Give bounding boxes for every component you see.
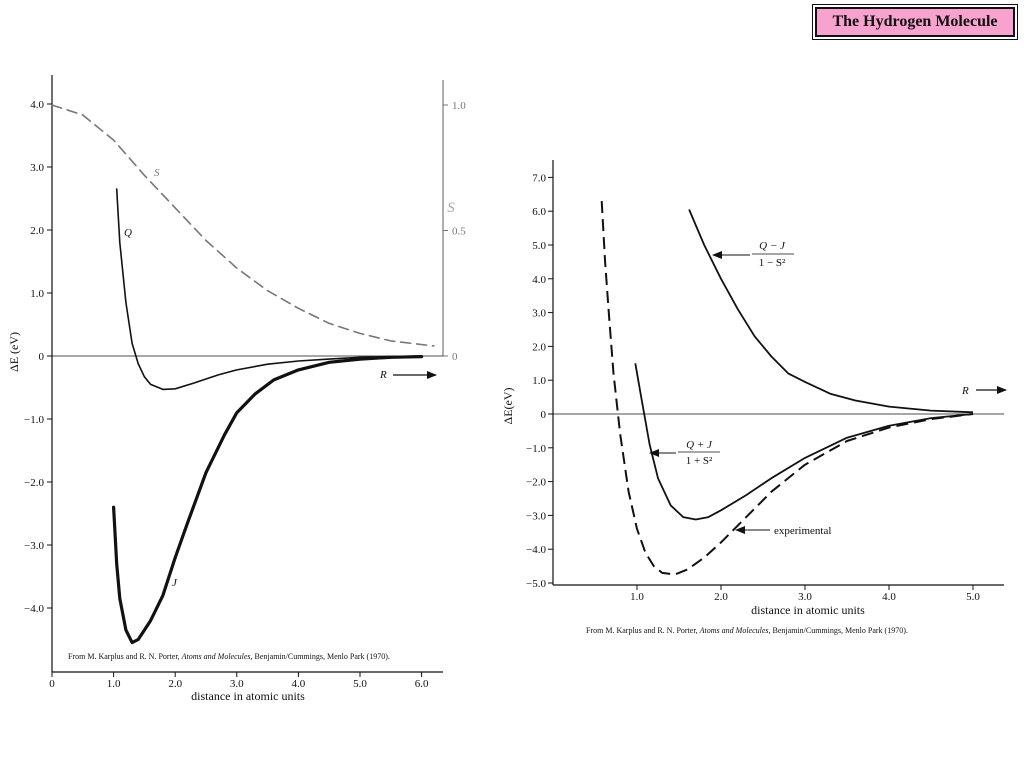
right-x-tick-label: 2.0 [714,591,728,603]
right-y-tick-label: −4.0 [526,544,546,556]
right-y-tick-label: 1.0 [532,375,546,387]
right-y-tick-label: 7.0 [532,172,546,184]
left-series-line-0 [51,104,435,347]
right-citation: From M. Karplus and R. N. Porter, Atoms … [586,626,908,635]
right-axes [552,160,1004,586]
left-y-tick-label: 4.0 [30,99,44,111]
right-y-tick-label: 4.0 [532,274,546,286]
left-xlabel: distance in atomic units [191,689,305,703]
left-chart: 4.0 3.0 2.0 1.0 0 −1.0 −2.0 −3.0 −4.0 0 1.0 2.0 3.0 4… [7,75,466,703]
right-ylabel: ΔE(eV) [501,387,515,424]
right-citation-suffix: , Benjamin/Cummings, Menlo Park (1970). [769,626,908,635]
right-y-tick-label: −2.0 [526,477,546,489]
right-r-label: R [961,385,969,397]
left-y-tick-label: −1.0 [24,414,44,426]
left-y2-tick-label: 0 [452,351,458,363]
left-series-label-j: J [172,577,178,589]
left-ticks: 4.0 3.0 2.0 1.0 0 −1.0 −2.0 −3.0 −4.0 0 1.0 2.0 3.0 4… [24,99,466,690]
left-x-tick-label: 2.0 [168,678,182,690]
left-y-tick-label: 3.0 [30,162,44,174]
left-x-tick-label: 3.0 [230,678,244,690]
left-y-tick-label: 1.0 [30,288,44,300]
right-y-tick-label: 3.0 [532,308,546,320]
left-y2label: S [447,200,455,216]
right-chart: 7.0 6.0 5.0 4.0 3.0 2.0 1.0 0 −1.0 −2.0 −3.0 −4.0 −5… [501,160,1007,635]
right-y-tick-label: −1.0 [526,443,546,455]
left-y-tick-label: −3.0 [24,540,44,552]
left-y2-tick-label: 1.0 [452,100,466,112]
left-x-tick-label: 5.0 [353,678,367,690]
right-series [600,201,974,576]
right-series-line-2 [688,209,974,414]
right-series-line-1 [634,363,974,521]
right-series-line-0 [600,201,974,576]
right-y-tick-label: 0 [541,409,547,421]
left-series-label-s: S [154,167,160,179]
left-axes [51,75,444,673]
left-series-label-q: Q [124,227,132,239]
left-series [51,104,435,645]
page-title: The Hydrogen Molecule [815,7,1015,37]
left-x-tick-label: 6.0 [415,678,429,690]
left-citation-book: Atoms and Molecules [181,652,251,661]
left-y-tick-label: 0 [39,351,45,363]
right-y-tick-label: 6.0 [532,206,546,218]
left-x-tick-label: 4.0 [292,678,306,690]
left-y2-tick-label: 0.5 [452,226,466,238]
left-x-tick-label: 1.0 [107,678,121,690]
left-y-tick-label: 2.0 [30,225,44,237]
left-y-tick-label: −2.0 [24,477,44,489]
left-citation-suffix: , Benjamin/Cummings, Menlo Park (1970). [251,652,390,661]
left-y-tick-label: −4.0 [24,603,44,615]
title-box: The Hydrogen Molecule [812,4,1018,40]
annotation-minus-den: 1 − S² [759,257,786,269]
annotation-plus-num: Q + J [686,439,713,451]
left-series-line-2 [112,355,424,645]
left-series-line-1 [115,188,423,391]
right-x-tick-label: 5.0 [966,591,980,603]
left-citation: From M. Karplus and R. N. Porter, Atoms … [68,652,390,661]
annotation-experimental: experimental [774,525,831,537]
right-citation-prefix: From M. Karplus and R. N. Porter, [586,626,700,635]
left-x-tick-label: 0 [49,678,55,690]
right-x-tick-label: 1.0 [630,591,644,603]
right-x-tick-label: 4.0 [882,591,896,603]
left-r-label: R [379,369,387,381]
left-ylabel: ΔE (eV) [7,332,21,372]
right-citation-book: Atoms and Molecules [699,626,769,635]
right-y-tick-label: −3.0 [526,510,546,522]
right-y-tick-label: −5.0 [526,578,546,590]
right-y-tick-label: 5.0 [532,240,546,252]
right-xlabel: distance in atomic units [751,603,865,617]
left-citation-prefix: From M. Karplus and R. N. Porter, [68,652,182,661]
right-x-tick-label: 3.0 [798,591,812,603]
annotation-plus-den: 1 + S² [686,455,713,467]
annotation-minus-num: Q − J [759,240,786,252]
right-ticks: 7.0 6.0 5.0 4.0 3.0 2.0 1.0 0 −1.0 −2.0 −3.0 −4.0 −5… [526,172,980,603]
right-y-tick-label: 2.0 [532,341,546,353]
